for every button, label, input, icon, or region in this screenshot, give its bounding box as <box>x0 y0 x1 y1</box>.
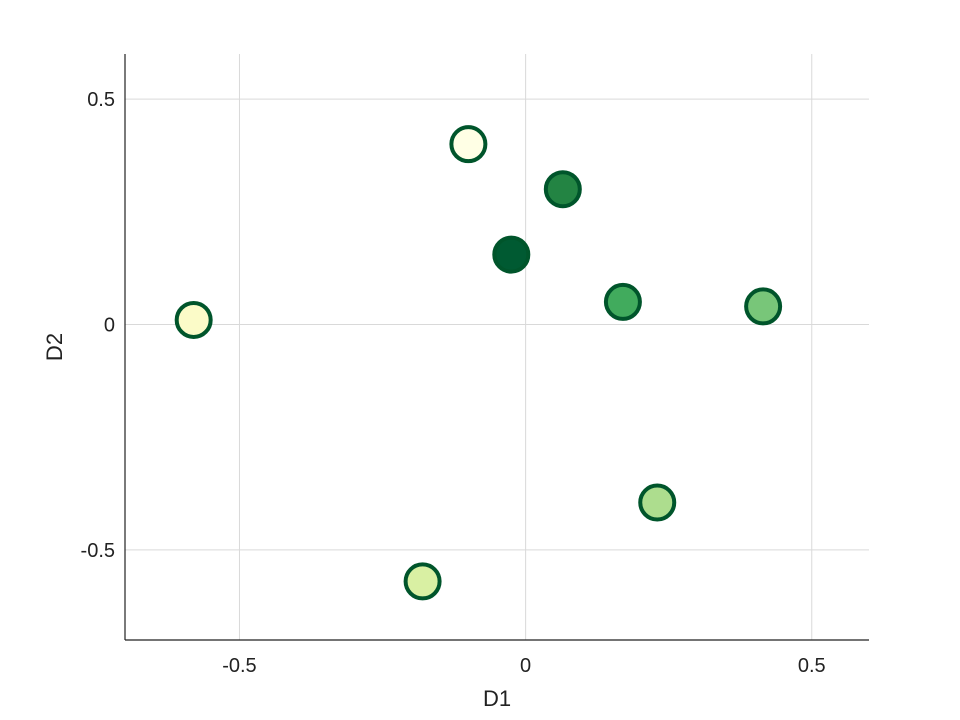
x-tick-label: 0.5 <box>798 655 826 677</box>
data-points <box>174 125 783 601</box>
axes <box>124 54 869 641</box>
y-tick-label: 0.5 <box>87 89 115 111</box>
data-point <box>744 287 783 326</box>
grid-lines <box>125 54 869 640</box>
y-axis-label: D2 <box>42 333 67 361</box>
x-tick-label: -0.5 <box>222 655 256 677</box>
data-point <box>638 483 677 522</box>
x-axis-label: D1 <box>483 686 511 711</box>
y-tick-label: -0.5 <box>81 540 115 562</box>
data-point <box>603 282 642 321</box>
x-tick-label: 0 <box>520 655 531 677</box>
data-point <box>174 300 213 339</box>
tick-labels: -0.5 0 0.5 -0.5 0 0.5 <box>81 89 826 677</box>
data-point <box>543 170 582 209</box>
data-point <box>449 125 488 164</box>
data-point <box>492 235 531 274</box>
y-tick-label: 0 <box>104 314 115 336</box>
data-point <box>403 562 442 601</box>
